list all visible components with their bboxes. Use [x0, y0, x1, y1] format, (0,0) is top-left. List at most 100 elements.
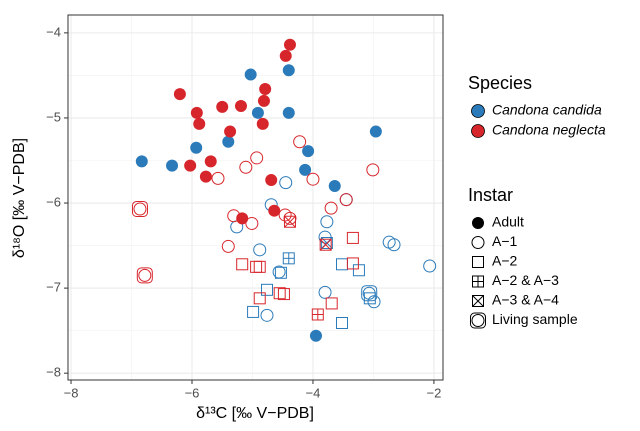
legend-marker [470, 312, 486, 329]
marker-part [318, 285, 332, 299]
legend-marker [471, 236, 485, 249]
y-tick-label: −6 [46, 194, 61, 209]
y-tick-label: −7 [46, 280, 61, 295]
point [328, 180, 341, 193]
point [135, 155, 148, 168]
marker-part [193, 117, 206, 130]
marker-part [319, 238, 332, 251]
point [283, 38, 296, 51]
point [293, 135, 307, 149]
marker-part [221, 239, 235, 253]
x-tick-label: −4 [306, 385, 321, 400]
marker-part [362, 286, 376, 300]
marker-part [190, 141, 203, 154]
marker-part [245, 216, 259, 230]
point [136, 267, 153, 284]
point [339, 193, 353, 207]
point [273, 287, 286, 300]
legend-marker [472, 256, 484, 268]
point [190, 141, 203, 154]
marker-part [283, 38, 296, 51]
point [309, 329, 322, 342]
marker-part [211, 171, 225, 185]
point [166, 159, 179, 172]
point [256, 117, 269, 130]
point [265, 174, 278, 187]
marker-part [247, 305, 260, 318]
point [224, 125, 237, 138]
point [245, 216, 259, 230]
point [423, 259, 437, 273]
point [234, 100, 247, 113]
marker-part [190, 106, 203, 119]
marker-part [259, 83, 272, 96]
legend-marker [471, 104, 485, 118]
marker-part [325, 297, 338, 310]
marker-part [282, 106, 295, 119]
legend-title: Instar [468, 185, 513, 205]
marker-part [470, 312, 486, 329]
marker-part [309, 329, 322, 342]
legend-label: A−2 & A−3 [492, 272, 559, 288]
marker-part [306, 172, 320, 186]
marker-part [283, 215, 296, 228]
point [260, 283, 273, 296]
marker-part [222, 135, 235, 148]
point [253, 292, 266, 305]
marker-part [199, 170, 212, 183]
marker-part [346, 257, 359, 270]
legend-label: A−2 [492, 253, 518, 269]
marker-part [184, 159, 197, 172]
point [302, 145, 315, 158]
marker-part [279, 176, 293, 190]
marker-part [320, 215, 334, 229]
point [335, 316, 348, 329]
marker-part [319, 238, 332, 251]
marker-part [363, 292, 376, 305]
point [257, 94, 270, 107]
marker-part [274, 266, 287, 279]
marker-part [328, 180, 341, 193]
marker-part [135, 155, 148, 168]
legend-label: Living sample [492, 311, 578, 327]
point [279, 176, 293, 190]
marker-part [244, 68, 257, 81]
marker-part [253, 292, 266, 305]
marker-part [253, 260, 266, 273]
y-tick-label: −5 [46, 109, 61, 124]
point [190, 106, 203, 119]
point [283, 215, 296, 228]
marker-part [138, 268, 152, 282]
marker-part [224, 125, 237, 138]
marker-part [131, 200, 148, 217]
marker-part [472, 295, 484, 307]
marker-part [260, 283, 273, 296]
point [361, 285, 378, 302]
x-tick-label: −6 [185, 385, 200, 400]
point [318, 285, 332, 299]
marker-part [423, 259, 437, 273]
point [184, 159, 197, 172]
point [278, 208, 292, 222]
point [346, 231, 359, 244]
point [199, 170, 212, 183]
point [244, 68, 257, 81]
point [311, 308, 324, 321]
point [325, 297, 338, 310]
marker-part [239, 160, 253, 174]
legend-label: Candona neglecta [492, 122, 606, 138]
point [173, 88, 186, 101]
marker-part [251, 106, 264, 119]
point [250, 151, 264, 165]
point [204, 155, 217, 168]
marker-part [346, 231, 359, 244]
marker-part [369, 125, 382, 138]
point [260, 308, 274, 322]
legend-marker [472, 217, 484, 229]
marker-part [277, 288, 290, 301]
y-tick-label: −8 [46, 365, 61, 380]
point [216, 100, 229, 113]
point [352, 264, 365, 277]
marker-part [173, 88, 186, 101]
